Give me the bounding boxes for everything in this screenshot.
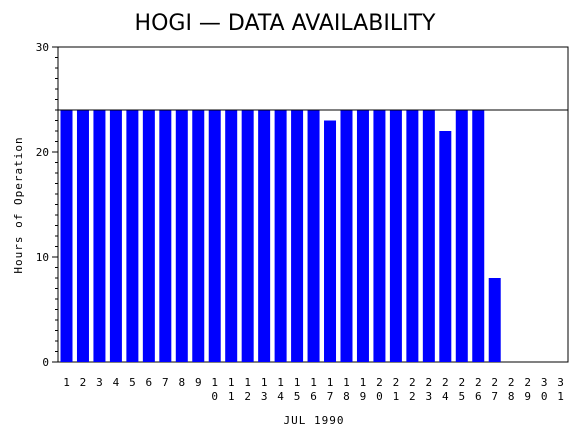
bar-17: [324, 120, 337, 362]
x-tick-label-4: 4: [113, 376, 120, 389]
bar-16: [307, 110, 320, 362]
x-tick-label-6: 6: [146, 376, 153, 389]
x-tick-label-5: 5: [129, 376, 136, 389]
bar-26: [472, 110, 485, 362]
y-axis: 0 10 20 30: [36, 41, 58, 369]
bar-4: [109, 110, 122, 362]
x-tick-label-1: 1: [63, 376, 70, 389]
x-tick-label-2: 2: [80, 376, 87, 389]
bar-2: [76, 110, 89, 362]
bar-22: [406, 110, 419, 362]
bar-15: [291, 110, 304, 362]
x-tick-label-7: 7: [162, 376, 169, 389]
bar-1: [60, 110, 73, 362]
bar-9: [192, 110, 205, 362]
bar-12: [241, 110, 254, 362]
x-tick-label-9: 9: [195, 376, 202, 389]
bar-19: [356, 110, 369, 362]
bar-27: [488, 278, 501, 362]
x-axis: 1 2 3 4 5 6 7 8 9 1 01 11 21 31 41 51 61 71 81 92 02 12 22 32 42…: [63, 376, 564, 403]
y-tick-label: 20: [36, 146, 49, 159]
x-axis-label: JUL 1990: [284, 414, 345, 427]
bar-20: [373, 110, 386, 362]
bar-10: [208, 110, 221, 362]
chart-title: HOGI — DATA AVAILABILITY: [135, 11, 436, 36]
x-tick-label-3: 3: [96, 376, 103, 389]
bar-5: [126, 110, 139, 362]
y-tick-label: 30: [36, 41, 49, 54]
bar-25: [455, 110, 468, 362]
bar-6: [142, 110, 155, 362]
bar-11: [225, 110, 238, 362]
bar-21: [389, 110, 402, 362]
x-tick-label-8: 8: [178, 376, 185, 389]
bar-7: [159, 110, 172, 362]
bar-23: [422, 110, 435, 362]
bar-8: [175, 110, 188, 362]
y-tick-label: 0: [42, 356, 49, 369]
bar-13: [258, 110, 271, 362]
bar-14: [274, 110, 287, 362]
bars-group: [60, 110, 501, 362]
y-tick-label: 10: [36, 251, 49, 264]
bar-24: [439, 131, 452, 362]
bar-18: [340, 110, 353, 362]
bar-3: [93, 110, 106, 362]
y-axis-label: Hours of Operation: [12, 136, 25, 273]
